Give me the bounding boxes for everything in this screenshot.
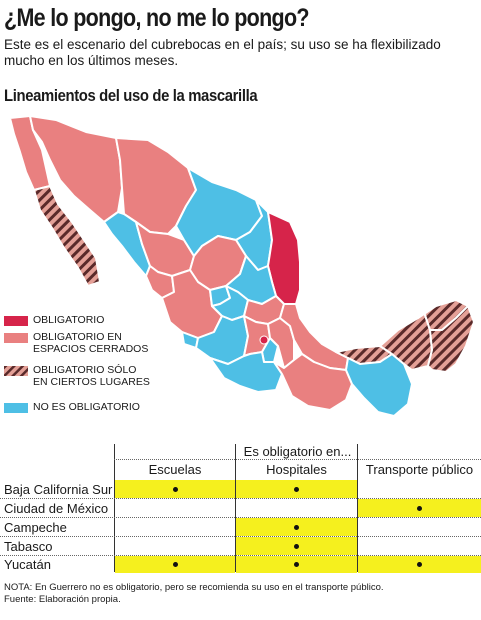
section-title: Lineamientos del uso de la mascarilla	[4, 87, 258, 105]
column-header-hospitales: Hospitales	[266, 462, 327, 477]
legend-item-obligatorio: OBLIGATORIO	[4, 314, 104, 326]
table-group-header: Es obligatorio en...	[243, 444, 352, 459]
column-header-transporte: Transporte público	[365, 462, 474, 477]
check-dot	[417, 562, 422, 567]
table-divider	[114, 444, 115, 572]
table-divider	[357, 444, 358, 572]
swatch-ciertos-lugares-fill	[4, 366, 28, 376]
check-dot	[173, 562, 178, 567]
ciudad-de-mexico-marker	[259, 335, 269, 345]
page-subtitle: Este es el escenario del cubrebocas en e…	[4, 37, 441, 68]
page-title: ¿Me lo pongo, no me lo pongo?	[4, 4, 310, 32]
table-row-label: Yucatán	[4, 557, 51, 572]
table-row-label: Campeche	[4, 520, 67, 535]
table-row-label: Tabasco	[4, 539, 53, 554]
footer-note: NOTA: En Guerrero no es obligatorio, per…	[4, 582, 384, 593]
swatch-no-obligatorio	[4, 403, 28, 413]
check-dot	[294, 544, 299, 549]
legend-item-ciertos-lugares: OBLIGATORIO SÓLO EN CIERTOS LUGARES	[4, 364, 174, 388]
check-dot	[294, 562, 299, 567]
table-divider	[235, 444, 236, 572]
legend-item-no-obligatorio: NO ES OBLIGATORIO	[4, 401, 140, 413]
footer-notes: NOTA: En Guerrero no es obligatorio, per…	[4, 582, 384, 606]
table-row-label: Baja California Sur	[4, 482, 113, 497]
check-dot	[294, 525, 299, 530]
legend-label: OBLIGATORIO EN ESPACIOS CERRADOS	[33, 331, 149, 355]
swatch-obligatorio	[4, 316, 28, 326]
check-dot	[294, 487, 299, 492]
row-separator	[0, 498, 481, 499]
state-chihuahua	[115, 137, 197, 235]
check-dot	[173, 487, 178, 492]
table-header-rule	[114, 459, 481, 460]
legend-label: OBLIGATORIO SÓLO EN CIERTOS LUGARES	[33, 364, 150, 388]
row-separator	[0, 536, 481, 537]
table-row-label: Ciudad de México	[4, 501, 109, 516]
footer-source: Fuente: Elaboración propia.	[4, 594, 121, 605]
legend-item-espacios-cerrados: OBLIGATORIO EN ESPACIOS CERRADOS	[4, 331, 174, 355]
row-separator	[0, 555, 481, 556]
swatch-espacios-cerrados	[4, 333, 28, 343]
mexico-map	[9, 115, 475, 417]
swatch-ciertos-lugares	[4, 366, 28, 376]
column-header-escuelas: Escuelas	[148, 462, 202, 477]
obligation-table: Es obligatorio en... Escuelas Hospitales…	[0, 440, 481, 573]
state-baja-california-sur	[33, 185, 101, 287]
check-dot	[417, 506, 422, 511]
state-chiapas	[345, 353, 413, 417]
state-quintana-roo	[427, 305, 475, 373]
row-separator	[0, 517, 481, 518]
legend-label: OBLIGATORIO	[33, 314, 105, 326]
legend-label: NO ES OBLIGATORIO	[33, 401, 140, 413]
